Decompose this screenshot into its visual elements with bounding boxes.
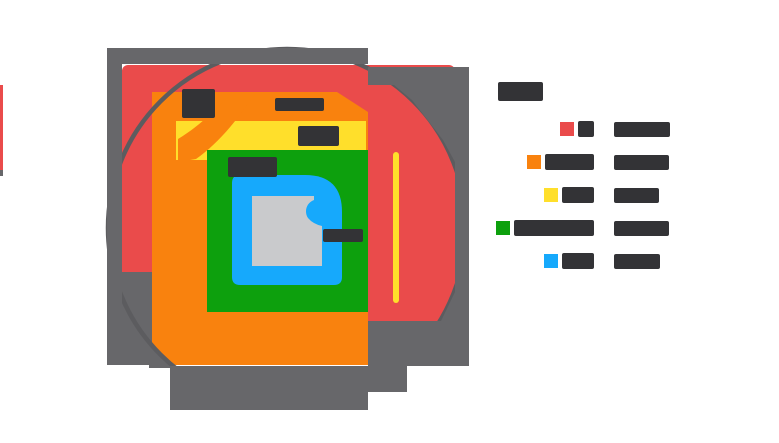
legend-swatch-orange: [527, 155, 541, 169]
legend-swatch-red: [560, 122, 574, 136]
legend-value-redacted: [614, 154, 669, 170]
legend-title-redacted: [498, 82, 543, 101]
legend-row-green: [496, 220, 696, 236]
legend-rows: [496, 121, 696, 269]
frame-left-block: [122, 272, 152, 365]
legend-value-redacted: [614, 253, 660, 269]
legend-value-redacted: [614, 187, 659, 203]
legend-label-redacted: [578, 121, 594, 137]
frame-bottom-band-lower: [170, 392, 368, 410]
legend-swatch-green: [496, 221, 510, 235]
orange-swoosh: [178, 92, 257, 162]
center-blob: [252, 196, 322, 266]
legend-value-redacted: [614, 121, 670, 137]
frame-right-bar: [455, 67, 469, 366]
redacted-label-blue-zone: [323, 229, 363, 242]
redacted-label-yellow-band: [298, 126, 339, 146]
left-edge-red-strip: [0, 85, 3, 170]
redacted-label-green-zone: [228, 157, 277, 177]
frame-left-bar: [107, 48, 122, 365]
yellow-marker-line: [393, 152, 399, 303]
legend-value-redacted: [614, 220, 669, 236]
legend-label-redacted: [514, 220, 594, 236]
legend-row-label-group: [496, 253, 594, 269]
redacted-label-outer-orange: [182, 89, 215, 118]
legend-row-label-group: [496, 154, 594, 170]
legend-row-red: [496, 121, 696, 137]
frame-bottom-band-upper: [170, 366, 407, 392]
legend-row-blue: [496, 253, 696, 269]
frame-wedge-bottom-right: [441, 292, 455, 321]
legend-label-redacted: [562, 187, 594, 203]
frame-bottom-right-block: [368, 321, 469, 366]
legend-row-orange: [496, 154, 696, 170]
left-edge-gray-strip: [0, 170, 3, 176]
legend-row-label-group: [496, 187, 594, 203]
redacted-label-orange-band: [275, 98, 324, 111]
legend-swatch-blue: [544, 254, 558, 268]
legend-label-redacted: [562, 253, 594, 269]
legend: [496, 82, 696, 286]
frame-right-top-bar: [368, 67, 468, 85]
redacted-labels-group: [182, 89, 363, 242]
legend-swatch-yellow: [544, 188, 558, 202]
frame-wedge-top-right: [394, 85, 455, 162]
legend-row-label-group: [496, 121, 594, 137]
legend-label-redacted: [545, 154, 594, 170]
legend-row-yellow: [496, 187, 696, 203]
frame-top-bar: [107, 48, 368, 64]
legend-row-label-group: [496, 220, 594, 236]
